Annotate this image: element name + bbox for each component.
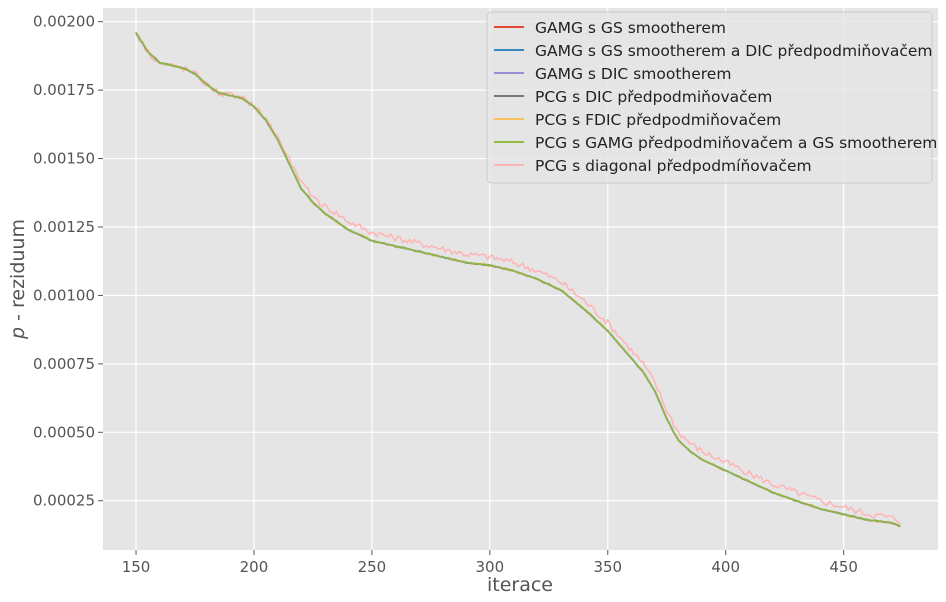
series-lines <box>135 32 901 528</box>
legend-entry: GAMG s GS smootherem a DIC předpodmiňova… <box>535 42 933 60</box>
y-tick-label: 0.00025 <box>33 492 95 510</box>
y-axis-label: p - reziduum <box>7 219 29 340</box>
x-tick-label: 400 <box>711 558 740 576</box>
legend-box <box>486 11 933 184</box>
x-axis-label: iterace <box>487 574 553 596</box>
y-tick-label: 0.00200 <box>33 13 95 31</box>
y-tick-label: 0.00100 <box>33 286 95 304</box>
legend-entry: PCG s FDIC předpodmiňovačem <box>535 111 781 129</box>
legend-entry: PCG s GAMG předpodmiňovačem a GS smoothe… <box>535 134 937 152</box>
y-tick-label: 0.00125 <box>33 218 95 236</box>
y-axis-ticks: 0.00025 0.00050 0.00075 0.00100 0.00125 0.001… <box>33 13 103 510</box>
x-tick-label: 250 <box>358 558 387 576</box>
y-tick-label: 0.00050 <box>33 423 95 441</box>
x-tick-label: 450 <box>829 558 858 576</box>
x-tick-label: 350 <box>593 558 622 576</box>
y-tick-label: 0.00175 <box>33 81 95 99</box>
legend: GAMG s GS smootherem GAMG s GS smootherem… <box>486 11 937 184</box>
series-line <box>135 32 901 527</box>
legend-entry: PCG s DIC předpodmiňovačem <box>535 88 772 106</box>
legend-entry: GAMG s GS smootherem <box>535 19 726 37</box>
x-tick-label: 150 <box>122 558 151 576</box>
y-tick-label: 0.00150 <box>33 150 95 168</box>
x-axis-ticks: 150 200 250 300 350 400 450 <box>122 550 858 576</box>
x-tick-label: 200 <box>240 558 269 576</box>
legend-entry: GAMG s DIC smootherem <box>535 65 731 83</box>
x-tick-label: 300 <box>476 558 505 576</box>
legend-entry: PCG s diagonal předpodmíňovačem <box>535 157 812 175</box>
y-tick-label: 0.00075 <box>33 355 95 373</box>
